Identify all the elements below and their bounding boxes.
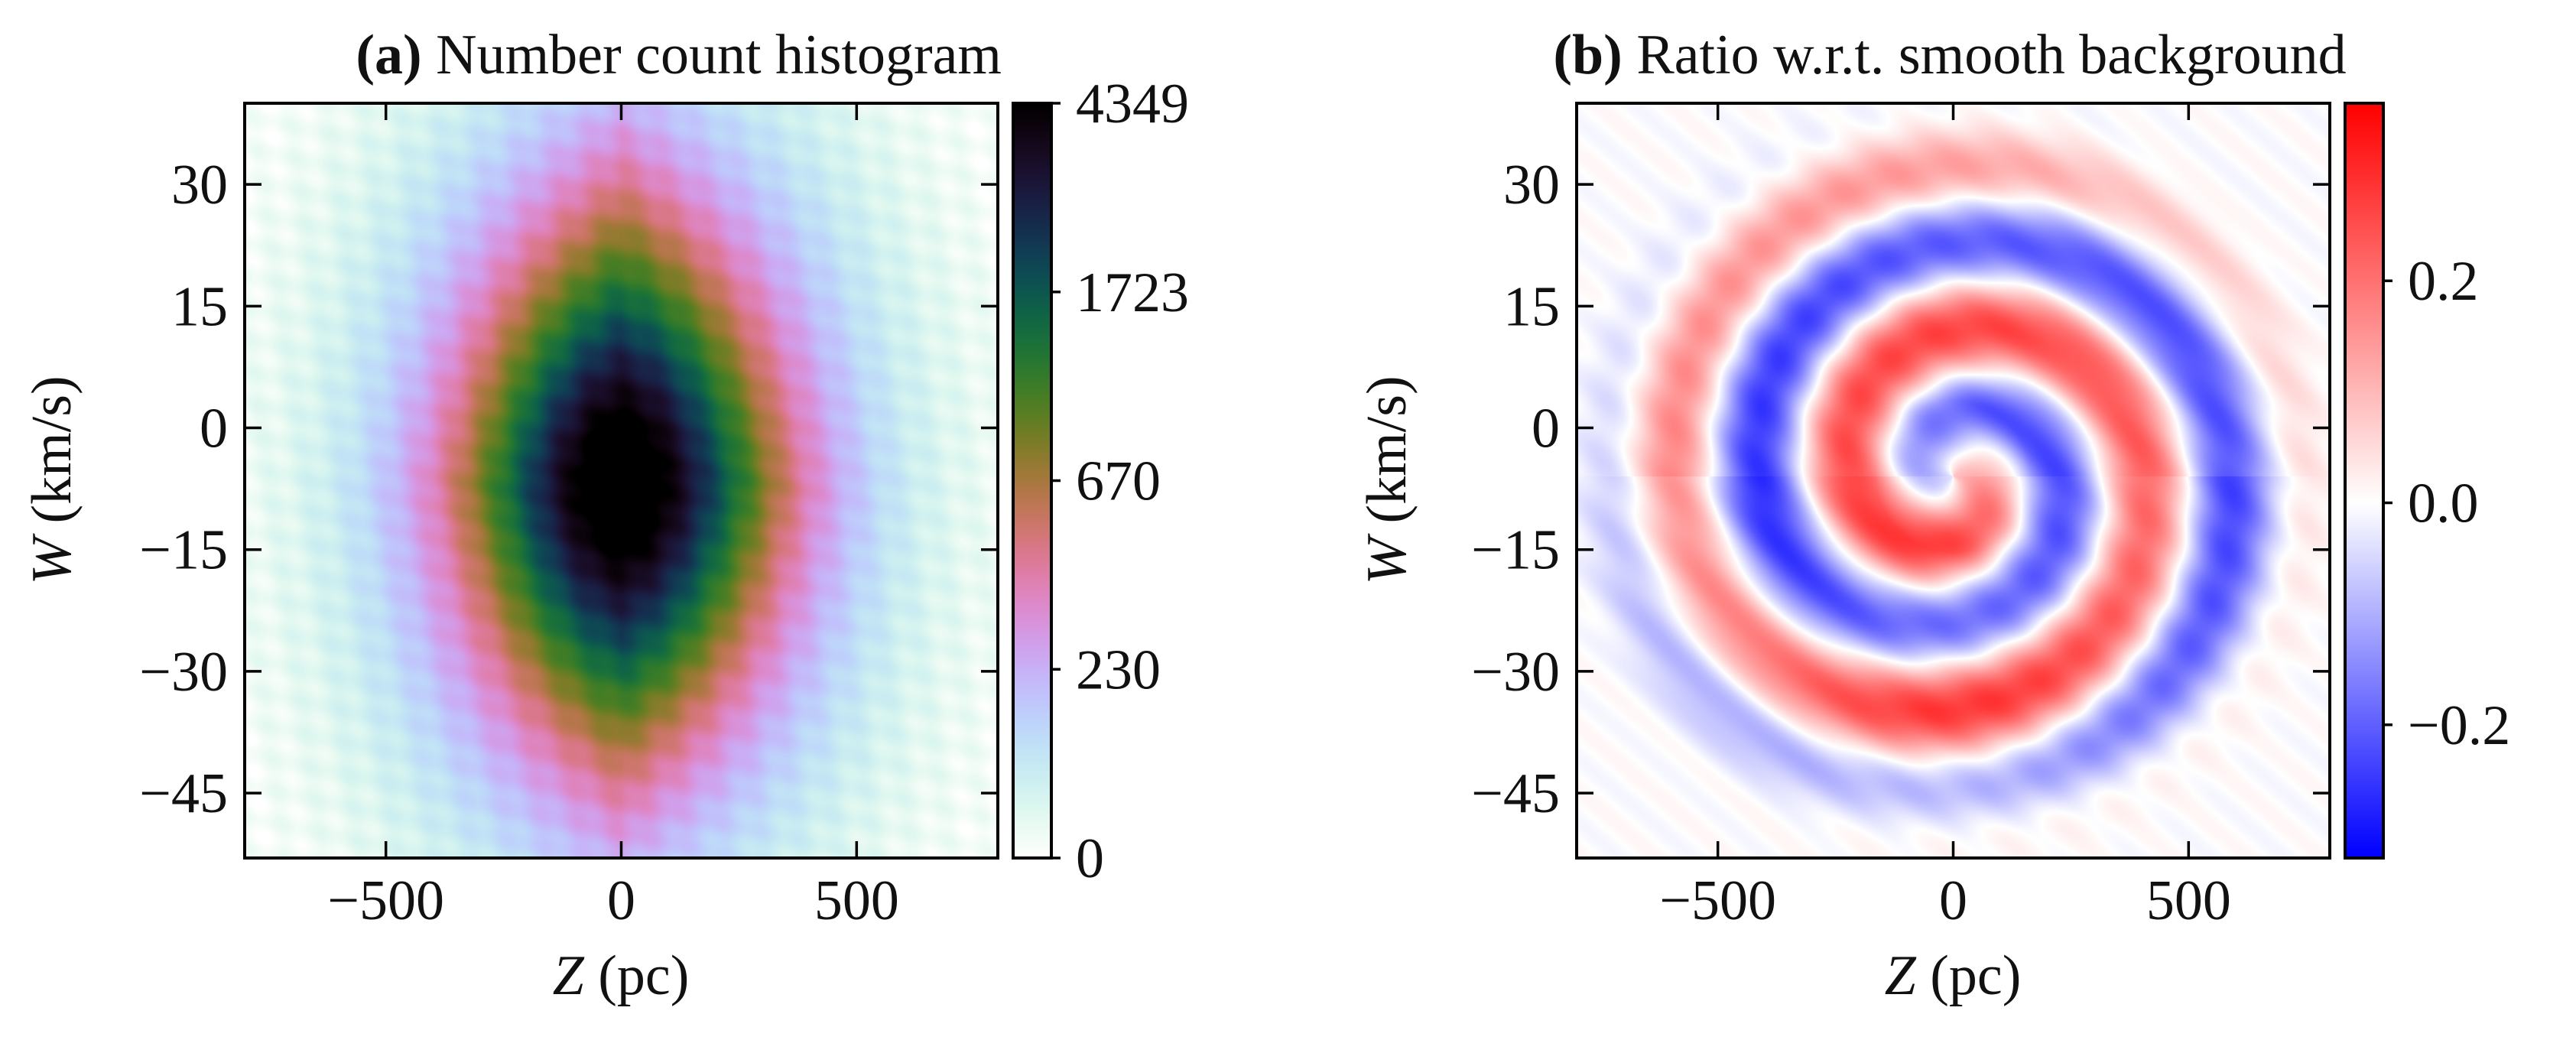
panel-b-letter: (b) [1553, 24, 1622, 86]
panel-a-ytick-label: −15 [139, 519, 228, 582]
panel-b-xlabel: Z (pc) [1885, 944, 2022, 1007]
panel-a-colorbar-tick-label: 4349 [1076, 73, 1189, 135]
panel-b-ytick-label: 15 [1503, 275, 1560, 338]
panel-b-colorbar [2345, 103, 2383, 858]
panel-a-title-text: Number count histogram [436, 24, 1002, 86]
panel-a-heatmap [245, 103, 998, 858]
panel-b-xtick-label: 500 [2146, 869, 2231, 932]
panel-b-colorbar-axis: 0.2 0.0 −0.2 [2383, 250, 2510, 757]
panel-a-letter: (a) [356, 24, 421, 86]
panel-b-axes: −500 0 500 30 15 0 −15 −30 −45 [1471, 103, 2330, 932]
panel-b-ytick-label: −45 [1471, 762, 1560, 825]
panel-a-xlabel-var: Z [553, 944, 585, 1007]
panel-a-xtick-label: 500 [814, 869, 899, 932]
panel-b-colorbar-tick-label: −0.2 [2408, 694, 2510, 757]
panel-b-ylabel: W (km/s) [1356, 375, 1418, 584]
panel-b-ytick-label: −15 [1471, 519, 1560, 582]
panel-a-ylabel-var: W [21, 533, 83, 585]
panel-a-xtick-label: 0 [607, 869, 635, 932]
panel-a-colorbar-axis: 4349 1723 670 230 0 [1051, 73, 1189, 890]
panel-a-xtick-label: −500 [327, 869, 444, 932]
panel-b-xtick-label: 0 [1939, 869, 1967, 932]
panel-a-xlabel-unit: (pc) [598, 944, 689, 1007]
panel-a-ytick-label: 0 [200, 398, 228, 460]
panel-b-ytick-label: −30 [1471, 641, 1560, 704]
panel-a-axes: −500 0 500 30 15 0 −15 −30 −45 [139, 103, 998, 932]
panel-a: (a) Number count histogram −500 0 500 30 15 0… [21, 24, 1189, 1007]
panel-b-heatmap [1577, 103, 2330, 858]
panel-a-title: (a) Number count histogram [356, 24, 1002, 86]
panel-b-xlabel-var: Z [1885, 944, 1917, 1007]
panel-b-title: (b) Ratio w.r.t. smooth background [1553, 24, 2346, 86]
panel-b-xtick-label: −500 [1659, 869, 1776, 932]
panel-a-ytick-label: −30 [139, 641, 228, 704]
panel-a-colorbar [1013, 103, 1051, 858]
panel-a-ytick-label: 15 [171, 275, 228, 338]
panel-a-ytick-label: −45 [139, 762, 228, 825]
panel-b-colorbar-tick-label: 0.0 [2408, 473, 2479, 535]
panel-a-colorbar-tick-label: 670 [1076, 450, 1161, 513]
panel-b-ylabel-unit: (km/s) [1356, 375, 1418, 523]
panel-a-colorbar-tick-label: 0 [1076, 827, 1104, 890]
panel-a-xlabel: Z (pc) [553, 944, 690, 1007]
panel-a-ylabel: W (km/s) [21, 375, 83, 584]
panel-b-colorbar-tick-label: 0.2 [2408, 250, 2479, 313]
panel-a-ylabel-unit: (km/s) [21, 375, 83, 523]
panel-b-ylabel-var: W [1356, 533, 1418, 585]
panel-a-colorbar-tick-label: 1723 [1076, 262, 1189, 324]
panel-a-colorbar-tick-label: 230 [1076, 639, 1161, 701]
panel-a-ytick-label: 30 [171, 154, 228, 216]
panel-b-ytick-label: 30 [1503, 154, 1560, 216]
panel-b-colorbar-frame [2344, 102, 2385, 860]
panel-b: (b) Ratio w.r.t. smooth background −500 0… [1356, 24, 2510, 1007]
panel-b-xlabel-unit: (pc) [1930, 944, 2021, 1007]
panel-b-title-text: Ratio w.r.t. smooth background [1636, 24, 2346, 86]
panel-b-ytick-label: 0 [1532, 398, 1560, 460]
